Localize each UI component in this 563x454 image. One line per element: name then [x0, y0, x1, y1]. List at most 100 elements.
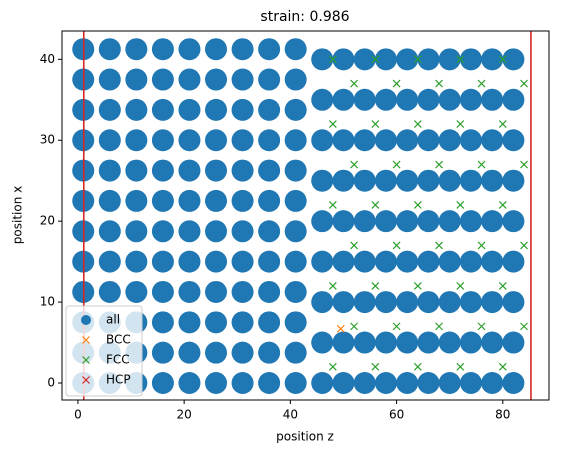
data-point — [98, 159, 121, 182]
data-point — [151, 280, 174, 303]
data-point — [374, 291, 397, 314]
x-tick-label: 60 — [389, 408, 404, 422]
data-point — [151, 68, 174, 91]
data-point — [151, 38, 174, 61]
data-point — [151, 159, 174, 182]
data-point — [284, 98, 307, 121]
data-point — [498, 362, 507, 371]
data-point — [350, 322, 359, 331]
data-point — [413, 120, 422, 128]
data-point — [417, 48, 440, 71]
data-point — [438, 331, 461, 354]
chart-title: strain: 0.986 — [260, 9, 349, 25]
data-point — [328, 55, 337, 64]
x-tick-label: 40 — [283, 408, 298, 422]
data-point — [456, 55, 465, 64]
data-point — [520, 241, 528, 250]
data-point — [456, 120, 465, 128]
data-point — [332, 372, 355, 395]
data-point — [392, 322, 401, 331]
data-point — [125, 159, 148, 182]
data-point — [205, 311, 228, 334]
data-point — [328, 362, 337, 371]
data-point — [311, 291, 334, 314]
data-point — [328, 201, 337, 209]
data-point — [498, 55, 507, 64]
data-point — [477, 241, 486, 250]
data-point — [413, 201, 422, 209]
data-point — [438, 372, 461, 395]
data-point — [520, 79, 528, 88]
data-point — [353, 169, 376, 192]
data-point — [459, 48, 482, 71]
data-point — [417, 250, 440, 273]
data-point — [311, 88, 334, 111]
data-point — [205, 129, 228, 152]
data-point — [284, 129, 307, 152]
data-point — [178, 220, 201, 243]
data-point — [481, 291, 504, 314]
data-point — [498, 120, 507, 128]
data-point — [151, 98, 174, 121]
data-point — [98, 38, 121, 61]
data-point — [231, 250, 254, 273]
data-point — [392, 241, 401, 250]
data-point — [396, 372, 419, 395]
data-point — [178, 159, 201, 182]
data-point — [258, 341, 281, 364]
data-point — [125, 220, 148, 243]
data-point — [350, 241, 359, 250]
data-point — [374, 331, 397, 354]
data-point — [258, 189, 281, 212]
data-point — [520, 160, 528, 169]
data-point — [125, 250, 148, 273]
data-point — [396, 210, 419, 233]
data-point — [396, 48, 419, 71]
data-point — [502, 88, 525, 111]
data-point — [328, 120, 337, 128]
data-point — [311, 169, 334, 192]
x-axis-label: position z — [276, 430, 334, 444]
data-point — [371, 281, 380, 290]
data-point — [502, 250, 525, 273]
data-point — [205, 68, 228, 91]
data-point — [258, 280, 281, 303]
y-axis-label: position x — [11, 186, 25, 244]
data-point — [417, 169, 440, 192]
data-point — [205, 341, 228, 364]
data-point — [311, 372, 334, 395]
data-point — [477, 160, 486, 169]
data-point — [481, 210, 504, 233]
data-point — [205, 98, 228, 121]
data-point — [205, 280, 228, 303]
data-point — [438, 169, 461, 192]
data-point — [456, 362, 465, 371]
data-point — [413, 362, 422, 371]
data-point — [231, 68, 254, 91]
data-point — [477, 322, 486, 331]
data-point — [258, 159, 281, 182]
data-point — [284, 250, 307, 273]
data-point — [332, 88, 355, 111]
data-point — [178, 98, 201, 121]
data-point — [413, 281, 422, 290]
data-point — [98, 129, 121, 152]
data-point — [98, 68, 121, 91]
y-tick-label: 40 — [40, 52, 55, 66]
data-point — [178, 341, 201, 364]
data-point — [231, 98, 254, 121]
data-point — [502, 291, 525, 314]
data-point — [125, 129, 148, 152]
data-point — [435, 241, 443, 250]
data-point — [231, 372, 254, 395]
data-point — [374, 169, 397, 192]
data-point — [353, 88, 376, 111]
data-point — [396, 129, 419, 152]
data-point — [481, 169, 504, 192]
data-point — [481, 331, 504, 354]
data-point — [438, 88, 461, 111]
data-point — [456, 201, 465, 209]
data-point — [151, 220, 174, 243]
data-point — [417, 129, 440, 152]
